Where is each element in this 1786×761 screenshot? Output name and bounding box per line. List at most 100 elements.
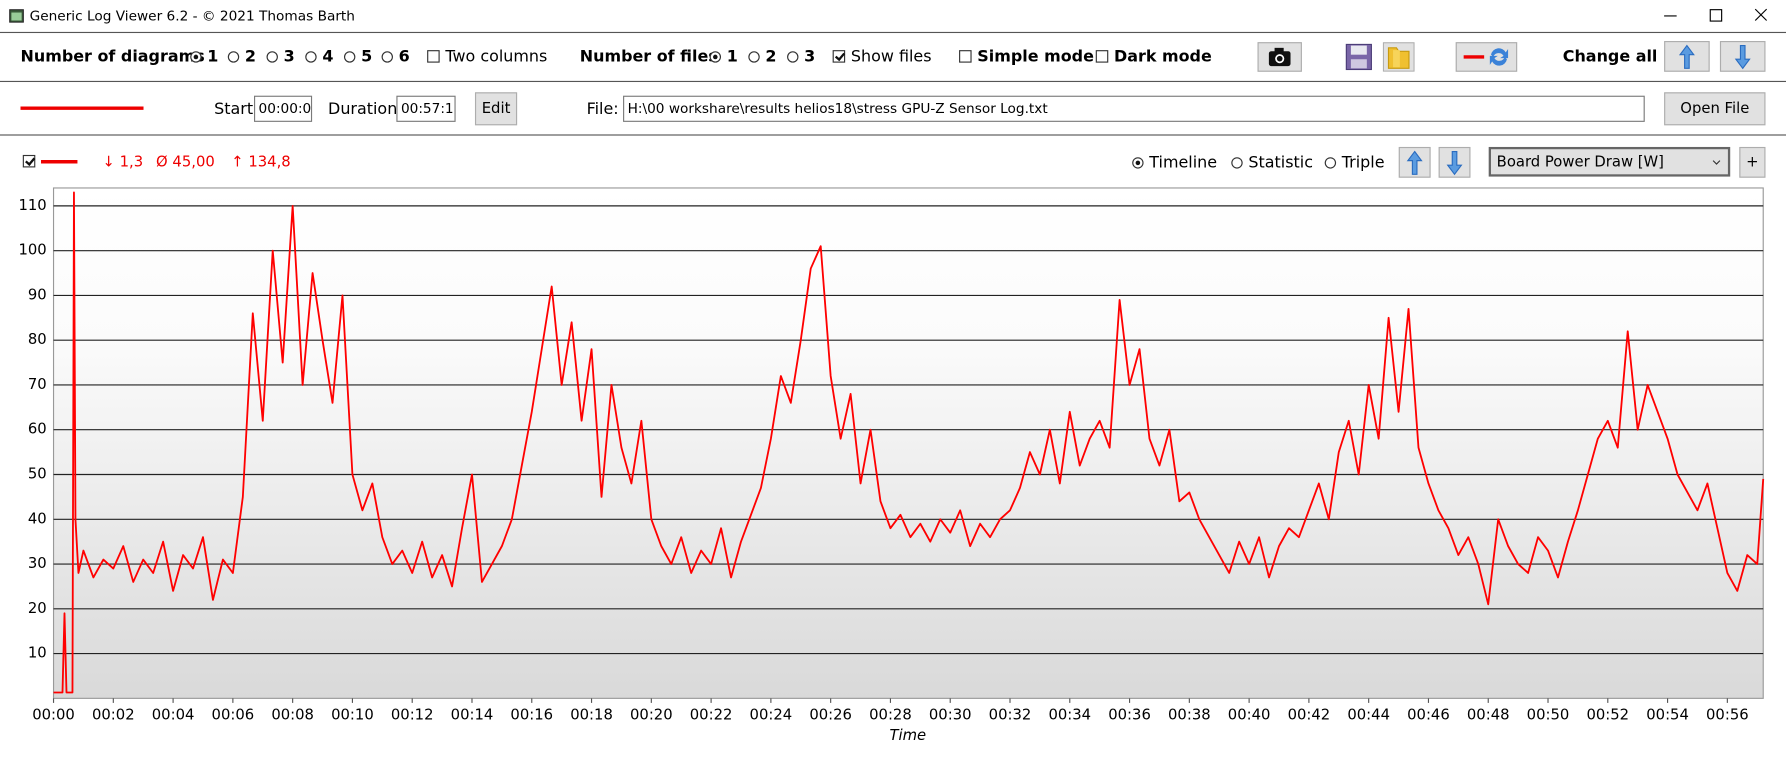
x-tick-label: 00:38 — [1168, 706, 1211, 723]
x-tick-label: 00:42 — [1288, 706, 1331, 723]
x-axis-label: Time — [889, 727, 926, 744]
x-tick-label: 00:26 — [809, 706, 852, 723]
radio[interactable] — [748, 51, 760, 63]
y-tick-label: 30 — [28, 555, 47, 572]
y-tick-label: 20 — [28, 600, 47, 617]
down-arrow — [1446, 150, 1463, 176]
radio[interactable] — [1231, 157, 1243, 169]
radio-label[interactable]: Statistic — [1248, 153, 1313, 173]
x-tick-label: 00:46 — [1407, 706, 1450, 723]
start-input[interactable]: 00:00:00 — [254, 95, 313, 122]
y-tick-label: 80 — [28, 331, 47, 348]
up-arrow — [1406, 150, 1423, 175]
stat-avg: Ø 45,00 — [156, 153, 215, 171]
radio[interactable] — [227, 51, 240, 63]
swap-icon — [1463, 48, 1509, 66]
x-tick-label: 00:24 — [750, 706, 793, 723]
radio-label[interactable]: Triple — [1341, 153, 1385, 173]
move-down-button[interactable] — [1719, 41, 1766, 72]
radio[interactable] — [266, 51, 278, 63]
radio-label[interactable]: 4 — [322, 47, 334, 67]
checkbox-label[interactable]: Two columns — [445, 47, 548, 67]
files-label: Number of files — [579, 47, 718, 67]
duration-input[interactable]: 00:57:12 — [396, 95, 456, 122]
file-label: File: — [586, 100, 619, 119]
swap-color-button[interactable] — [1455, 42, 1518, 72]
app-icon — [9, 9, 24, 23]
radio-label[interactable]: Timeline — [1149, 153, 1218, 173]
checkbox[interactable] — [427, 50, 440, 63]
x-tick-label: 00:18 — [570, 706, 613, 723]
down-arrow — [1734, 44, 1751, 70]
x-tick-label: 00:30 — [929, 706, 972, 723]
window-controls[interactable] — [1657, 0, 1786, 32]
y-tick-label: 110 — [18, 197, 46, 214]
radio-label[interactable]: 2 — [244, 47, 256, 67]
checkbox[interactable] — [832, 50, 846, 63]
open-file-button[interactable]: Open File — [1664, 92, 1766, 126]
radio-label[interactable]: 1 — [726, 47, 738, 67]
x-tick-label: 00:28 — [869, 706, 912, 723]
y-tick-label: 90 — [28, 286, 47, 303]
x-tick-label: 00:40 — [1228, 706, 1271, 723]
separator — [0, 80, 1786, 83]
radio[interactable] — [381, 51, 393, 63]
radio[interactable] — [343, 51, 356, 63]
radio[interactable] — [1132, 157, 1144, 169]
data-line — [53, 191, 1765, 694]
file-path-input[interactable]: H:\00 workshare\results helios18\stress … — [623, 95, 1645, 122]
move-up-button[interactable] — [1664, 41, 1710, 72]
x-tick-label: 00:48 — [1467, 706, 1510, 723]
radio-label[interactable]: 3 — [283, 47, 295, 67]
radio[interactable] — [709, 51, 722, 63]
stat-max: ↑ 134,8 — [231, 153, 291, 171]
y-tick-label: 70 — [28, 376, 47, 393]
y-tick-label: 60 — [28, 421, 47, 438]
x-tick-label: 00:44 — [1347, 706, 1390, 723]
x-tick-label: 00:50 — [1527, 706, 1570, 723]
radio-label[interactable]: 3 — [804, 47, 816, 67]
channel-name: Board Power Draw [W] — [1496, 153, 1664, 171]
x-tick-label: 00:56 — [1706, 706, 1749, 723]
checkbox-label[interactable]: Simple mode — [977, 47, 1094, 67]
edit-button[interactable]: Edit — [474, 92, 518, 126]
x-tick-label: 00:04 — [152, 706, 195, 723]
diagram-down-button[interactable] — [1438, 146, 1471, 178]
radio-label[interactable]: 2 — [765, 47, 777, 67]
x-tick-label: 00:34 — [1048, 706, 1091, 723]
series-checkbox[interactable] — [22, 154, 36, 168]
x-tick-label: 00:10 — [331, 706, 374, 723]
radio-label[interactable]: 5 — [361, 47, 373, 67]
radio[interactable] — [787, 51, 799, 63]
save-button[interactable] — [1344, 42, 1375, 72]
x-tick-label: 00:08 — [271, 706, 314, 723]
up-arrow — [1678, 44, 1695, 69]
x-tick-label: 00:02 — [92, 706, 135, 723]
checkbox-label[interactable]: Dark mode — [1113, 47, 1212, 67]
x-tick-label: 00:32 — [989, 706, 1032, 723]
radio[interactable] — [305, 51, 317, 63]
open-folder-button[interactable] — [1382, 42, 1415, 72]
series-color-line — [20, 106, 144, 110]
channel-dropdown[interactable]: Board Power Draw [W] — [1488, 146, 1731, 177]
checkbox[interactable] — [1095, 50, 1109, 63]
checkbox[interactable] — [959, 50, 972, 63]
radio[interactable] — [1324, 157, 1337, 169]
radio-label[interactable]: 1 — [207, 47, 219, 67]
change-all-label: Change all — [1562, 47, 1658, 67]
screenshot-button[interactable] — [1257, 42, 1302, 72]
series-color-line — [41, 160, 78, 164]
y-tick-label: 40 — [28, 510, 47, 527]
diagram-up-button[interactable] — [1398, 146, 1431, 178]
diagrams-label: Number of diagrams — [20, 47, 205, 67]
separator — [0, 31, 1786, 34]
separator — [0, 134, 1786, 136]
add-diagram-button[interactable]: + — [1739, 146, 1766, 178]
radio-label[interactable]: 6 — [398, 47, 410, 67]
y-tick-label: 10 — [28, 645, 47, 662]
checkbox-label[interactable]: Show files — [850, 47, 932, 67]
radio[interactable] — [190, 51, 202, 63]
x-tick-label: 00:36 — [1108, 706, 1151, 723]
